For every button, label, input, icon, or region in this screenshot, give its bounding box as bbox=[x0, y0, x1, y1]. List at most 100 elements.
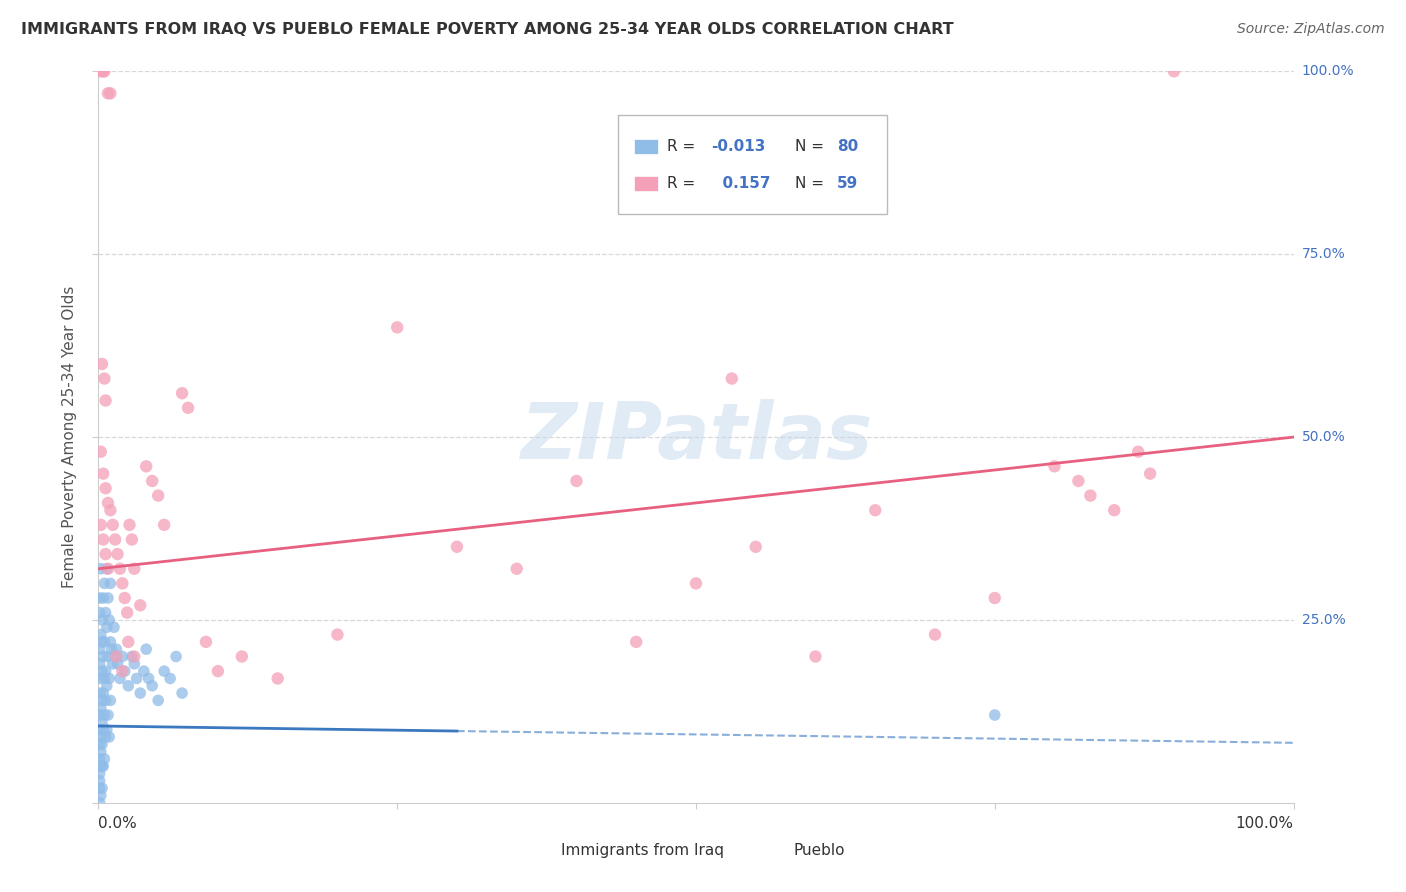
Point bbox=[148, 693, 170, 707]
Point bbox=[98, 635, 122, 649]
Point bbox=[685, 576, 707, 591]
Point bbox=[121, 649, 143, 664]
Point bbox=[1128, 444, 1150, 458]
Point bbox=[90, 517, 112, 532]
Point bbox=[93, 752, 115, 766]
Point bbox=[96, 679, 118, 693]
Point bbox=[91, 686, 114, 700]
Point bbox=[90, 64, 112, 78]
Point bbox=[89, 737, 111, 751]
Point bbox=[1139, 467, 1161, 481]
Point bbox=[135, 459, 157, 474]
Point bbox=[97, 496, 120, 510]
Text: N =: N = bbox=[796, 139, 830, 154]
Point bbox=[1043, 459, 1066, 474]
Point bbox=[165, 649, 187, 664]
Point bbox=[97, 591, 120, 605]
Point bbox=[506, 562, 529, 576]
Point bbox=[172, 686, 194, 700]
Point bbox=[97, 87, 120, 101]
Point bbox=[267, 672, 290, 686]
Point bbox=[924, 627, 946, 641]
Point bbox=[121, 533, 143, 547]
Text: 75.0%: 75.0% bbox=[1302, 247, 1346, 261]
Point bbox=[117, 679, 139, 693]
Point bbox=[89, 642, 111, 657]
Point bbox=[89, 708, 111, 723]
Point bbox=[94, 730, 117, 744]
Point bbox=[745, 540, 768, 554]
Text: 50.0%: 50.0% bbox=[1302, 430, 1346, 444]
Point bbox=[129, 599, 152, 613]
Point bbox=[111, 649, 134, 664]
Point bbox=[159, 672, 181, 686]
Point bbox=[94, 606, 117, 620]
Point bbox=[114, 664, 136, 678]
Point bbox=[135, 642, 157, 657]
Point bbox=[94, 481, 117, 495]
Text: 59: 59 bbox=[837, 176, 858, 191]
Point bbox=[89, 766, 111, 780]
Point bbox=[114, 591, 136, 605]
Point bbox=[97, 562, 120, 576]
Point bbox=[91, 467, 114, 481]
Point bbox=[91, 613, 114, 627]
Point bbox=[89, 723, 111, 737]
Point bbox=[89, 686, 111, 700]
Point bbox=[93, 635, 115, 649]
Point bbox=[865, 503, 887, 517]
Point bbox=[148, 489, 170, 503]
Text: 100.0%: 100.0% bbox=[1236, 816, 1294, 830]
Point bbox=[101, 517, 124, 532]
Point bbox=[118, 517, 141, 532]
Point bbox=[91, 781, 114, 796]
Point bbox=[101, 657, 124, 671]
Point bbox=[96, 620, 118, 634]
Point bbox=[1163, 64, 1185, 78]
Point bbox=[91, 759, 114, 773]
FancyBboxPatch shape bbox=[762, 843, 787, 859]
Point bbox=[93, 576, 115, 591]
Point bbox=[90, 700, 112, 714]
Point bbox=[125, 672, 148, 686]
Point bbox=[93, 371, 115, 385]
Point bbox=[721, 371, 744, 385]
Point bbox=[153, 517, 176, 532]
Point bbox=[124, 649, 146, 664]
Point bbox=[1067, 474, 1090, 488]
Point bbox=[132, 664, 155, 678]
Point bbox=[89, 773, 111, 788]
Text: N =: N = bbox=[796, 176, 830, 191]
Text: R =: R = bbox=[668, 176, 700, 191]
Text: 0.0%: 0.0% bbox=[98, 816, 138, 830]
Point bbox=[98, 87, 122, 101]
Text: -0.013: -0.013 bbox=[711, 139, 766, 154]
Y-axis label: Female Poverty Among 25-34 Year Olds: Female Poverty Among 25-34 Year Olds bbox=[62, 286, 77, 588]
FancyBboxPatch shape bbox=[529, 843, 555, 859]
Point bbox=[177, 401, 200, 415]
Point bbox=[91, 759, 114, 773]
Point bbox=[105, 642, 128, 657]
Point bbox=[104, 533, 127, 547]
Point bbox=[94, 393, 117, 408]
Point bbox=[141, 679, 163, 693]
Point bbox=[984, 708, 1007, 723]
Point bbox=[626, 635, 648, 649]
Point bbox=[124, 657, 146, 671]
Point bbox=[91, 533, 114, 547]
Point bbox=[153, 664, 176, 678]
Point bbox=[90, 627, 112, 641]
Point bbox=[108, 562, 131, 576]
Point bbox=[98, 503, 122, 517]
Point bbox=[89, 657, 111, 671]
Point bbox=[93, 64, 115, 78]
Point bbox=[117, 635, 139, 649]
Point bbox=[107, 657, 129, 671]
Point bbox=[91, 635, 114, 649]
Point bbox=[90, 745, 112, 759]
Point bbox=[91, 737, 114, 751]
Point bbox=[89, 672, 111, 686]
Point bbox=[91, 357, 114, 371]
Point bbox=[804, 649, 827, 664]
Point bbox=[207, 664, 229, 678]
